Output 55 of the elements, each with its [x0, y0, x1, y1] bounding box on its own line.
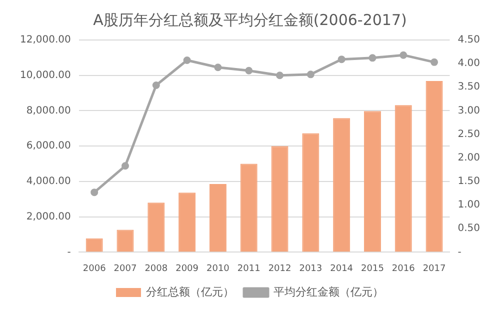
bar [394, 105, 412, 252]
y-tick-label: 6,000.00 [26, 140, 71, 152]
x-tick-label: 2012 [268, 264, 292, 274]
x-tick-label: 2011 [237, 264, 260, 274]
legend-label: 平均分红金额（亿元） [274, 285, 384, 298]
y2-tick-label: 1.50 [458, 176, 480, 188]
y-tick-label: 10,000.00 [20, 70, 71, 81]
point [152, 82, 160, 90]
bar [178, 192, 196, 252]
y-tick-label: 2,000.00 [26, 211, 71, 222]
bar [333, 118, 350, 252]
y2-tick-label: 4.00 [458, 58, 480, 70]
x-tick-label: 2014 [330, 264, 354, 274]
chart-title: A股历年分红总额及平均分红金额(2006-2017) [93, 10, 407, 29]
y2-tick-label: 3.50 [458, 82, 480, 93]
bar [209, 184, 226, 252]
bar [426, 81, 443, 252]
y-tick-label: 8,000.00 [26, 105, 71, 116]
x-tick-label: 2015 [361, 264, 384, 274]
legend-label: 分红总额（亿元） [146, 285, 234, 298]
x-tick-label: 2016 [392, 264, 416, 274]
point [276, 72, 284, 80]
point [122, 162, 129, 170]
bar [271, 146, 288, 252]
y-tick-label: - [67, 246, 72, 258]
y2-tick-label: 2.00 [458, 152, 480, 164]
x-tick-label: 2008 [144, 264, 168, 274]
y2-tick-label: 0.50 [458, 223, 480, 234]
bar [302, 133, 320, 252]
x-tick-label: 2013 [299, 264, 322, 274]
x-tick-label: 2007 [114, 264, 137, 274]
y-tick-label: 4,000.00 [26, 176, 71, 188]
y-tick-label: 12,000.00 [20, 34, 71, 46]
point [400, 51, 408, 59]
point [368, 54, 376, 62]
point [183, 56, 191, 64]
point [338, 56, 346, 64]
bar [364, 111, 381, 252]
y2-tick-label: 2.50 [458, 128, 480, 140]
y2-tick-label: - [458, 246, 462, 258]
bar [240, 164, 258, 252]
point [214, 64, 222, 72]
x-tick-label: 2017 [422, 264, 446, 274]
bar [148, 202, 165, 252]
point [245, 66, 253, 74]
y2-tick-label: 1.00 [458, 200, 480, 211]
point [306, 70, 314, 78]
point [90, 188, 98, 196]
x-tick-label: 2009 [176, 264, 199, 274]
x-tick-label: 2006 [82, 264, 106, 274]
point [430, 58, 438, 66]
y2-tick-label: 4.50 [458, 34, 480, 46]
x-tick-label: 2010 [206, 264, 230, 274]
bar [116, 230, 134, 252]
y2-tick-label: 3.00 [458, 105, 480, 116]
